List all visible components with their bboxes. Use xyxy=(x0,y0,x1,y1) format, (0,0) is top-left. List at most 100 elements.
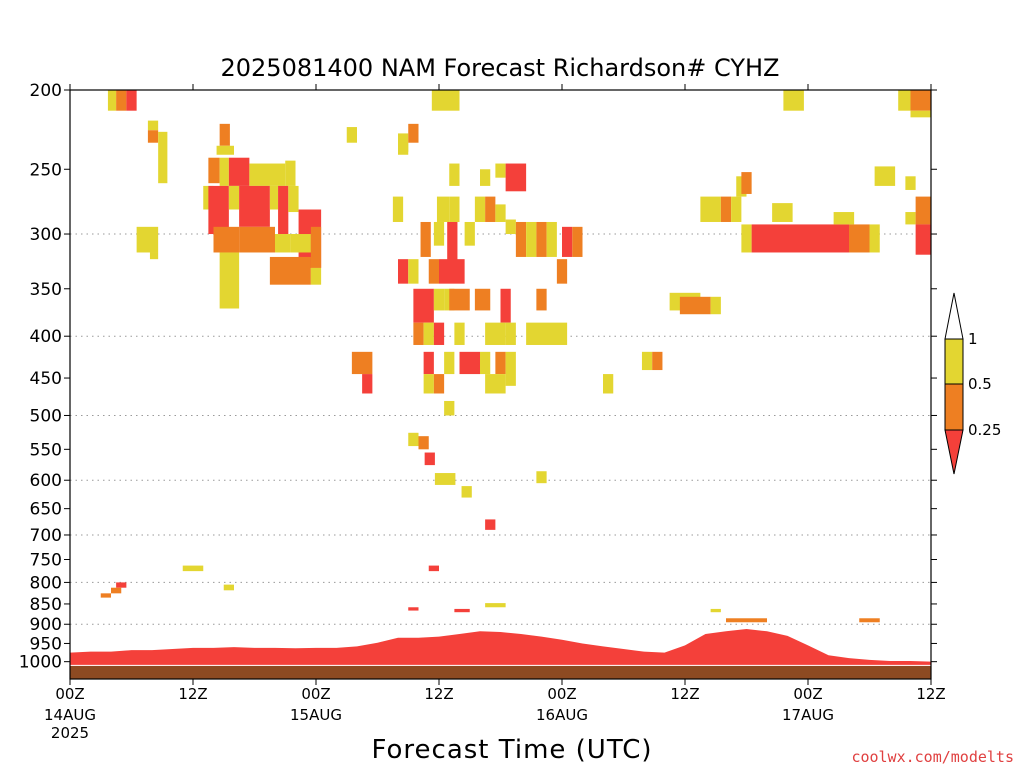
y-tick-label: 850 xyxy=(30,595,62,615)
y-tick-label: 550 xyxy=(30,440,62,460)
ri-cell xyxy=(310,226,322,268)
x-tick-label: 00Z xyxy=(55,685,84,703)
ri-cell xyxy=(213,226,240,253)
ri-cell xyxy=(783,90,804,111)
y-tick-label: 950 xyxy=(30,634,62,654)
ri-cell xyxy=(720,196,732,222)
legend-label: 0.25 xyxy=(968,421,1001,439)
ri-cell xyxy=(424,452,435,466)
x-tick-label: 12Z xyxy=(424,685,453,703)
ri-cell xyxy=(500,288,511,323)
ri-cell xyxy=(408,432,419,447)
ri-cell xyxy=(459,351,480,375)
ri-cell xyxy=(398,142,409,155)
ri-cell xyxy=(398,133,409,152)
ri-cell xyxy=(536,221,547,257)
ri-cell xyxy=(433,288,445,311)
ri-cell xyxy=(434,473,456,485)
x-tick-year: 2025 xyxy=(51,724,89,742)
x-axis-label: Forecast Time (UTC) xyxy=(371,735,652,765)
ri-cell xyxy=(228,185,240,210)
ri-cell xyxy=(249,163,286,186)
ground-layer xyxy=(70,664,931,679)
ri-cell xyxy=(223,584,234,591)
ri-cell xyxy=(182,565,204,572)
legend-swatch-top xyxy=(944,292,964,340)
ri-cell xyxy=(526,221,537,257)
y-axis: 200 250 300 350 400 450 500 550 600 650 700 750 8008… xyxy=(19,81,937,673)
ri-cell xyxy=(641,351,653,371)
ri-cell xyxy=(449,163,460,186)
ri-cell xyxy=(392,196,404,222)
legend-label: 1 xyxy=(968,330,978,348)
x-tick-date: 14AUG xyxy=(44,706,96,724)
x-tick-label: 00Z xyxy=(547,685,576,703)
ri-cell xyxy=(275,234,291,253)
ri-cell xyxy=(408,123,419,143)
ri-cell xyxy=(439,259,465,284)
boundary-layer-band xyxy=(70,628,931,666)
ri-cell xyxy=(495,204,506,222)
ri-cell xyxy=(505,219,516,235)
ri-cell xyxy=(505,351,516,386)
ri-cell xyxy=(423,322,434,345)
ri-cell xyxy=(679,296,711,315)
ri-cell xyxy=(603,374,614,394)
y-tick-label: 600 xyxy=(30,471,62,491)
ri-cell xyxy=(572,226,583,257)
ri-cell xyxy=(515,221,527,257)
ri-cell xyxy=(536,471,547,484)
ri-cell xyxy=(408,259,419,284)
ri-cell xyxy=(116,90,127,111)
ri-cell xyxy=(726,618,767,623)
y-tick-label: 450 xyxy=(30,369,62,389)
y-tick-label: 1000 xyxy=(19,653,62,673)
ri-cell xyxy=(526,322,568,345)
ri-cell xyxy=(772,203,793,222)
ri-cell xyxy=(433,322,445,345)
ri-cell xyxy=(149,252,159,260)
ri-cell xyxy=(351,351,373,375)
ri-cell xyxy=(710,296,721,315)
y-tick-label: 400 xyxy=(30,327,62,347)
ri-cell xyxy=(449,288,470,311)
legend-swatch xyxy=(944,383,964,431)
ri-cell xyxy=(915,224,931,255)
x-tick-date: 17AUG xyxy=(782,706,834,724)
ri-cell xyxy=(208,157,220,184)
ri-cell xyxy=(269,256,311,285)
credit-link[interactable]: coolwx.com/modelts xyxy=(851,748,1014,766)
ri-cell xyxy=(485,322,506,345)
y-tick-label: 700 xyxy=(30,526,62,546)
y-tick-label: 350 xyxy=(30,280,62,300)
ri-cell xyxy=(869,224,880,253)
legend-swatch xyxy=(944,338,964,385)
ri-cell xyxy=(495,163,506,178)
ri-cell xyxy=(905,212,916,225)
ri-cell xyxy=(461,486,472,498)
ri-cell xyxy=(480,351,491,375)
y-tick-label: 250 xyxy=(30,160,62,180)
ri-cell xyxy=(505,322,516,345)
ri-cell xyxy=(495,351,506,375)
ri-cell xyxy=(652,351,663,371)
y-tick-label: 500 xyxy=(30,406,62,426)
ri-cell xyxy=(731,196,742,222)
y-tick-label: 900 xyxy=(30,615,62,635)
ri-cell xyxy=(107,90,117,111)
ri-cell xyxy=(278,185,289,235)
ri-cell xyxy=(536,288,547,311)
ri-cell xyxy=(420,221,431,257)
x-tick-label: 00Z xyxy=(793,685,822,703)
ri-cell xyxy=(485,196,496,222)
x-tick-label: 12Z xyxy=(178,685,207,703)
ri-cell xyxy=(849,224,870,253)
ri-cell xyxy=(216,145,234,155)
ground-fill xyxy=(70,665,931,679)
y-tick-label: 200 xyxy=(30,81,62,101)
ri-cell xyxy=(556,259,568,284)
ri-cell xyxy=(147,120,159,131)
ri-cell xyxy=(269,185,279,210)
